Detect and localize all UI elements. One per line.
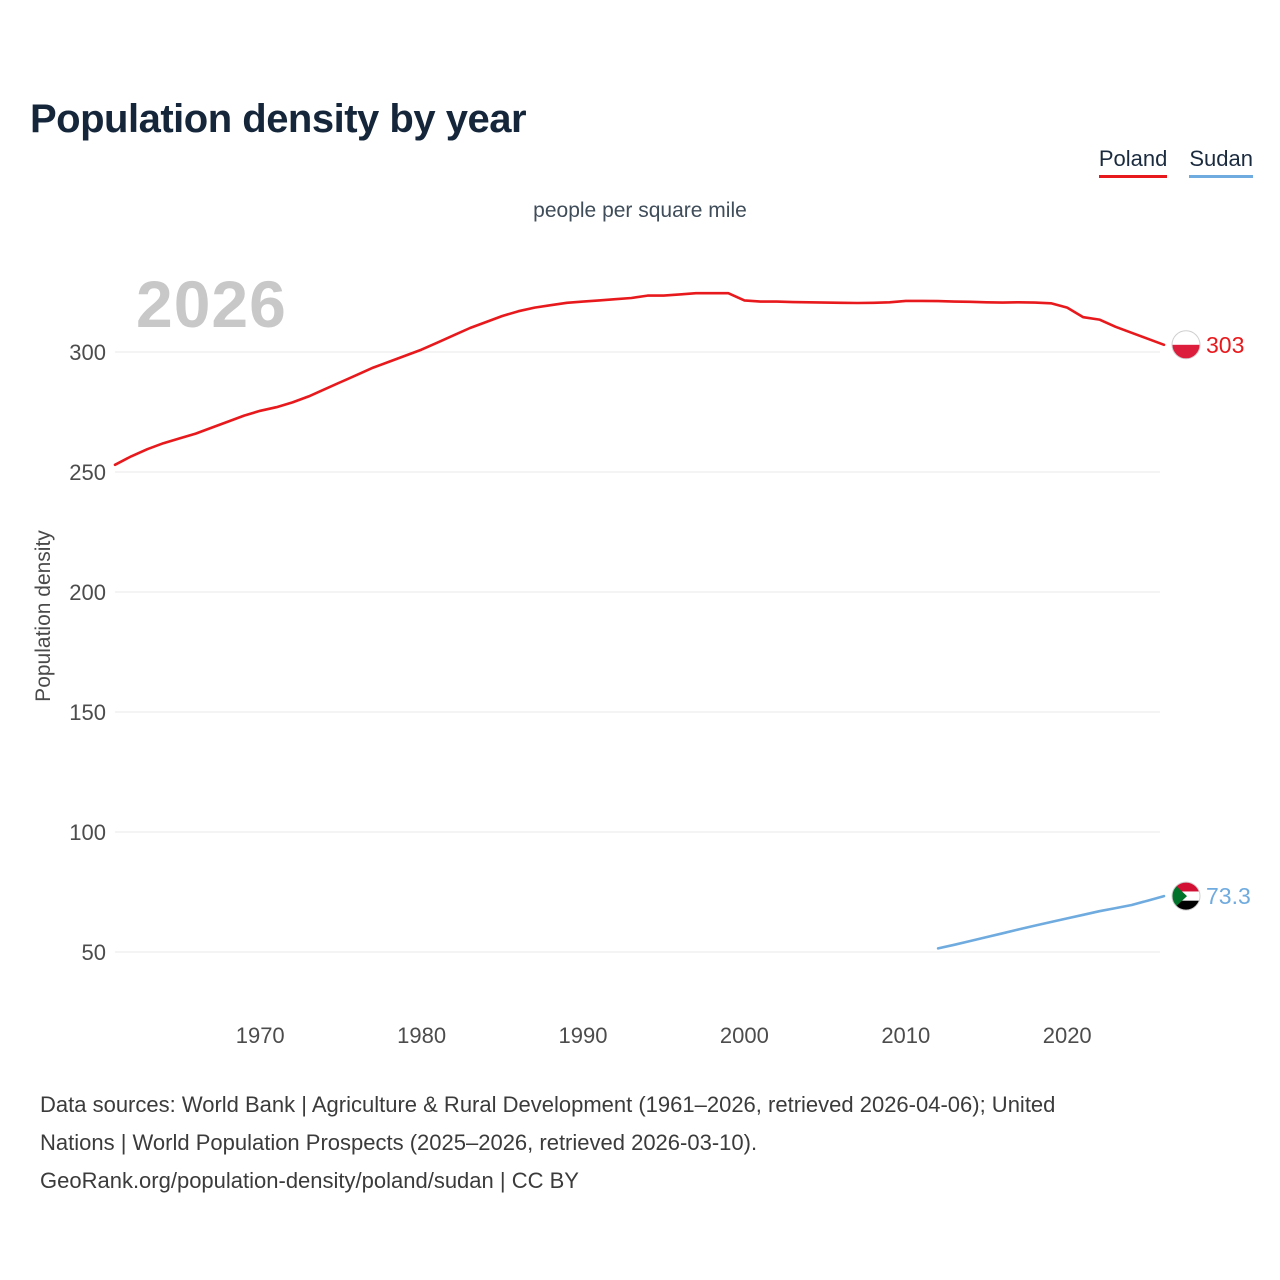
x-tick-label: 1990 [559,1023,608,1048]
legend-item-poland[interactable]: Poland [1098,146,1168,178]
poland-flag-icon [1172,330,1200,359]
y-tick-label: 250 [69,460,106,485]
data-sources-footer: Data sources: World Bank | Agriculture &… [40,1086,1250,1200]
footer-line-3: GeoRank.org/population-density/poland/su… [40,1168,579,1193]
sudan-flag-border [1171,881,1201,911]
legend: Poland Sudan [1098,146,1253,178]
sudan-series-line [936,894,1166,950]
y-tick-label: 200 [69,580,106,605]
poland-flag-border [1171,330,1201,360]
year-watermark: 2026 [136,267,287,341]
footer-line-1: Data sources: World Bank | Agriculture &… [40,1092,1056,1117]
x-tick-label: 2000 [720,1023,769,1048]
y-tick-label: 300 [69,340,106,365]
sudan-flag-icon [1172,882,1200,911]
poland-series-line [113,291,1166,467]
x-tick-label: 2010 [881,1023,930,1048]
y-tick-label: 50 [82,940,106,965]
footer-line-2: Nations | World Population Prospects (20… [40,1130,758,1155]
y-tick-label: 100 [69,820,106,845]
page-title: Population density by year [30,96,527,141]
chart-subtitle-units: people per square mile [533,199,747,222]
x-tick-label: 2020 [1043,1023,1092,1048]
y-tick-label: 150 [69,700,106,725]
x-tick-label: 1980 [397,1023,446,1048]
sudan-end-value-label: 73.3 [1206,883,1251,909]
x-tick-label: 1970 [236,1023,285,1048]
poland-end-value-label: 303 [1206,332,1244,358]
legend-item-sudan[interactable]: Sudan [1189,146,1253,178]
